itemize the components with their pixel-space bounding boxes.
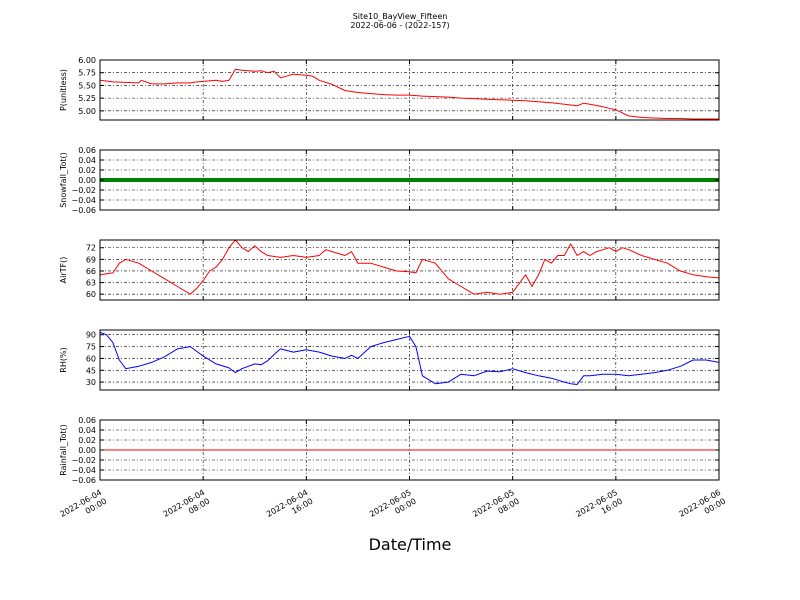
y-tick-label: 0.04 — [78, 156, 96, 165]
series-line — [99, 68, 719, 120]
subplot-3: 72 69 66 63 60 AirTF() — [59, 239, 720, 301]
y-tick-label: −0.06 — [71, 476, 96, 485]
y-tick-label: 66 — [86, 267, 96, 276]
series-line — [99, 331, 720, 385]
y-tick-label: 63 — [86, 279, 96, 288]
subplot-5: 0.060.040.020.00−0.02−0.04−0.06Rainfall_… — [59, 416, 720, 485]
y-tick-label: 69 — [86, 255, 96, 264]
y-tick-label: −0.04 — [71, 196, 96, 205]
y-tick-label: 60 — [86, 290, 96, 299]
y-tick-label: 75 — [86, 343, 96, 352]
y-tick-label: 0.02 — [78, 436, 96, 445]
figure-title: Site10_BayView_Fifteen — [353, 12, 448, 21]
y-tick-label: −0.02 — [71, 186, 96, 195]
y-tick-label: 5.00 — [78, 107, 96, 116]
y-tick-label: 30 — [86, 378, 96, 387]
y-tick-label: 5.75 — [78, 69, 96, 78]
x-axis-label: Date/Time — [369, 535, 452, 554]
figure-subtitle: 2022-06-06 - (2022-157) — [350, 21, 449, 30]
y-axis-label: Snowfall_Tot() — [59, 152, 68, 208]
y-tick-label: 0.00 — [78, 446, 96, 455]
subplot-1: 6.00 5.75 5.50 5.25 5.00 P(unitless) — [59, 56, 720, 121]
y-axis-label: P(unitless) — [59, 69, 68, 111]
series-line — [99, 239, 720, 295]
y-tick-label: 45 — [86, 366, 96, 375]
y-tick-label: −0.06 — [71, 206, 96, 215]
y-tick-label: −0.02 — [71, 456, 96, 465]
y-tick-label: 60 — [86, 354, 96, 363]
y-tick-label: 0.06 — [78, 146, 96, 155]
y-tick-label: 90 — [86, 331, 96, 340]
y-tick-label: −0.04 — [71, 466, 96, 475]
y-tick-label: 5.25 — [78, 94, 96, 103]
y-axis-label: Rainfall_Tot() — [59, 424, 68, 476]
y-tick-label: 0.02 — [78, 166, 96, 175]
y-axis-label: AirTF() — [59, 257, 68, 284]
y-axis-label: RH(%) — [59, 347, 68, 372]
y-tick-label: 6.00 — [78, 56, 96, 65]
y-tick-label: 0.06 — [78, 416, 96, 425]
subplot-stack: 6.005.755.505.255.00P(unitless)0.060.040… — [59, 56, 720, 485]
y-tick-label: 0.00 — [78, 176, 96, 185]
subplot-4: 90 75 60 45 30 RH(%) — [59, 329, 720, 391]
subplot-2: 0.060.040.020.00−0.02−0.04−0.06Snowfall_… — [59, 146, 720, 215]
y-tick-label: 5.50 — [78, 81, 96, 90]
y-tick-label: 0.04 — [78, 426, 96, 435]
y-tick-label: 72 — [86, 244, 96, 253]
